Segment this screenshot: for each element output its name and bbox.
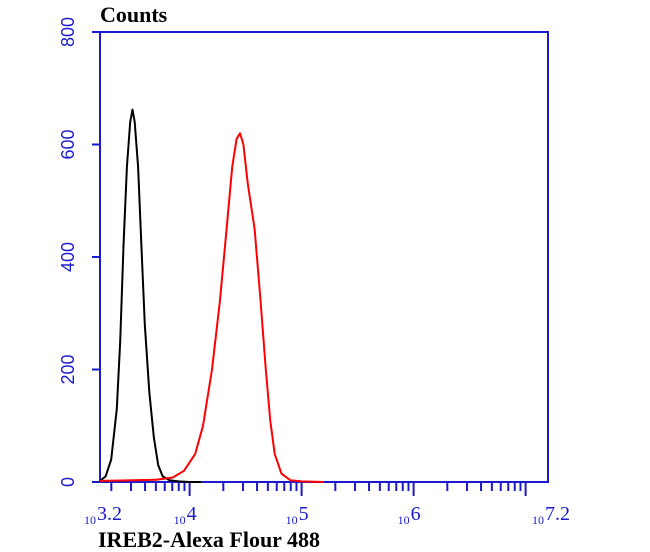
y-axis-ticks: 0 200 400 600 800: [58, 17, 100, 487]
plot-frame: [99, 31, 549, 483]
y-tick-label: 0: [58, 477, 78, 487]
histogram-series: [99, 108, 325, 483]
x-tick-label-base: 10: [174, 513, 186, 527]
x-tick-label-exponent: 4: [187, 503, 197, 525]
series-line: [99, 108, 201, 483]
x-axis-ticks: 10 3.2 10 4 10 5 10 6 10 7.2: [84, 482, 570, 527]
series-line: [99, 132, 325, 483]
x-tick-label-base: 10: [286, 513, 298, 527]
x-axis-label: IREB2-Alexa Flour 488: [98, 527, 320, 552]
x-tick-label-exponent: 7.2: [545, 503, 570, 525]
y-tick-label: 800: [58, 17, 78, 47]
x-tick-label-base: 10: [532, 513, 544, 527]
x-tick-label-base: 10: [398, 513, 410, 527]
y-tick-label: 600: [58, 129, 78, 159]
y-tick-label: 400: [58, 242, 78, 272]
x-tick-label-exponent: 5: [299, 503, 309, 525]
x-tick-label-exponent: 3.2: [97, 503, 122, 525]
x-tick-label-exponent: 6: [411, 503, 421, 525]
y-axis-label: Counts: [100, 2, 168, 27]
x-tick-label-base: 10: [84, 513, 96, 527]
y-tick-label: 200: [58, 354, 78, 384]
